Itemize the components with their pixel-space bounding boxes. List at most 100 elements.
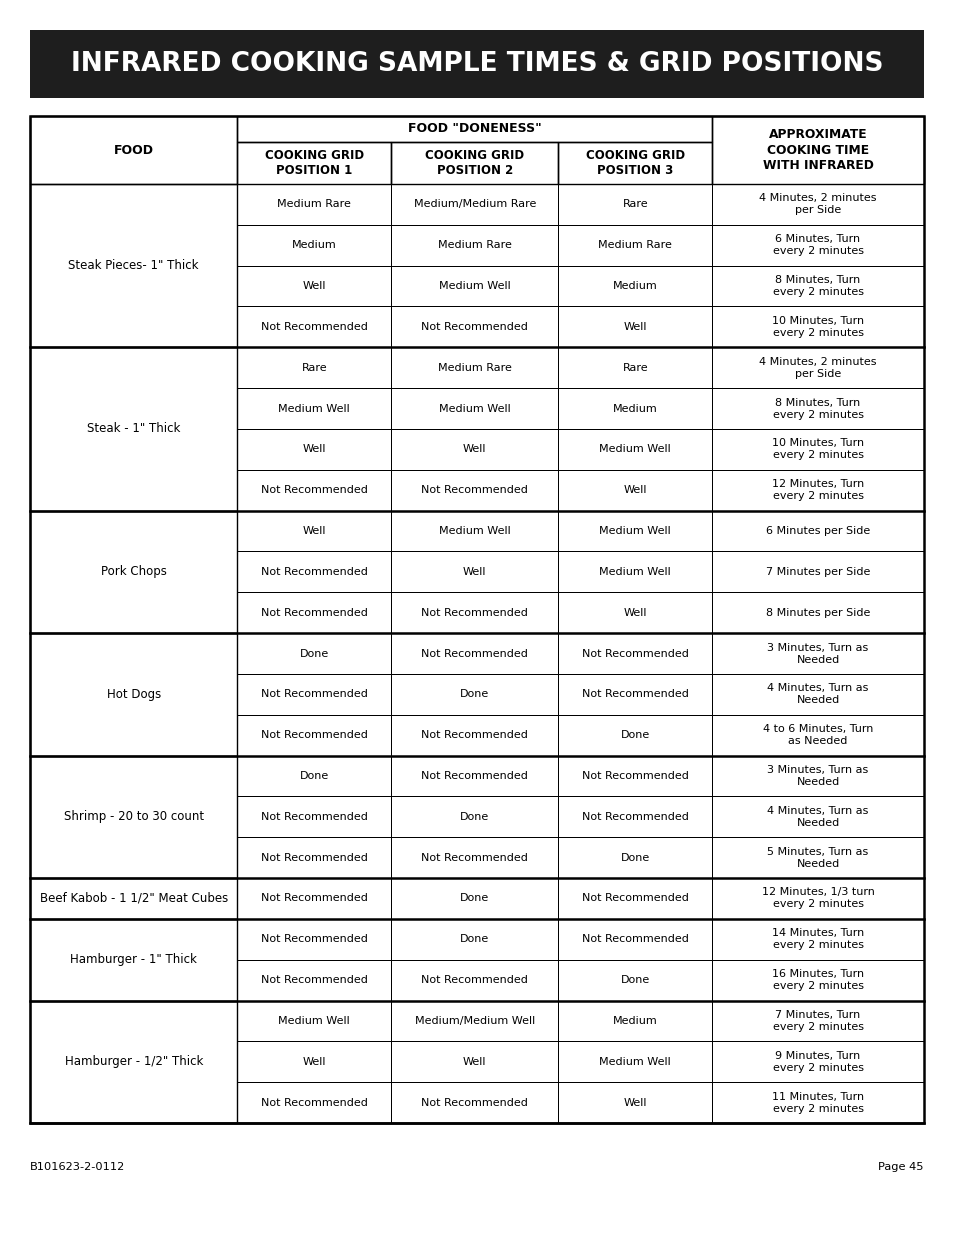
Bar <box>558 1041 711 1082</box>
Text: Rare: Rare <box>621 363 647 373</box>
Bar <box>558 552 711 593</box>
Bar <box>558 797 711 837</box>
Text: Shrimp - 20 to 30 count: Shrimp - 20 to 30 count <box>64 810 204 824</box>
Text: COOKING GRID
POSITION 2: COOKING GRID POSITION 2 <box>425 148 524 178</box>
Text: Not Recommended: Not Recommended <box>260 811 367 821</box>
Text: Not Recommended: Not Recommended <box>260 608 367 618</box>
Text: 10 Minutes, Turn
every 2 minutes: 10 Minutes, Turn every 2 minutes <box>771 316 863 338</box>
Bar <box>391 1000 558 1041</box>
Text: FOOD "DONENESS": FOOD "DONENESS" <box>408 122 541 136</box>
Text: Done: Done <box>620 976 649 986</box>
Bar <box>711 756 923 797</box>
Bar <box>558 634 711 674</box>
Bar <box>711 347 923 388</box>
Text: Not Recommended: Not Recommended <box>260 567 367 577</box>
Bar <box>711 1000 923 1041</box>
Bar <box>711 429 923 469</box>
Bar <box>711 960 923 1000</box>
Text: 7 Minutes, Turn
every 2 minutes: 7 Minutes, Turn every 2 minutes <box>772 1010 862 1032</box>
Bar <box>711 593 923 634</box>
Text: Not Recommended: Not Recommended <box>421 608 528 618</box>
Bar <box>391 469 558 510</box>
Bar <box>711 837 923 878</box>
Bar <box>391 347 558 388</box>
Bar <box>558 225 711 266</box>
Bar <box>711 552 923 593</box>
Text: Well: Well <box>302 445 326 454</box>
Bar <box>711 510 923 552</box>
Bar <box>391 225 558 266</box>
Bar <box>237 225 391 266</box>
Text: Well: Well <box>623 1098 646 1108</box>
Bar <box>558 469 711 510</box>
Bar <box>711 1041 923 1082</box>
Bar <box>558 510 711 552</box>
Text: 3 Minutes, Turn as
Needed: 3 Minutes, Turn as Needed <box>766 642 868 664</box>
Bar <box>391 388 558 429</box>
Bar <box>30 878 237 919</box>
Text: Medium Well: Medium Well <box>598 567 670 577</box>
Bar <box>237 593 391 634</box>
Text: Medium Well: Medium Well <box>598 526 670 536</box>
Bar <box>558 960 711 1000</box>
Text: Not Recommended: Not Recommended <box>260 852 367 862</box>
Text: Not Recommended: Not Recommended <box>421 485 528 495</box>
Text: Not Recommended: Not Recommended <box>421 976 528 986</box>
Text: Not Recommended: Not Recommended <box>260 893 367 904</box>
Text: 7 Minutes per Side: 7 Minutes per Side <box>765 567 869 577</box>
Bar <box>558 715 711 756</box>
Bar <box>558 878 711 919</box>
Text: Medium Rare: Medium Rare <box>437 241 511 251</box>
Bar <box>30 116 237 184</box>
Text: COOKING GRID
POSITION 3: COOKING GRID POSITION 3 <box>585 148 684 178</box>
Bar <box>30 30 923 98</box>
Bar <box>237 837 391 878</box>
Text: Done: Done <box>299 771 329 781</box>
Text: Not Recommended: Not Recommended <box>421 1098 528 1108</box>
Bar <box>558 142 711 184</box>
Bar <box>711 388 923 429</box>
Bar <box>558 266 711 306</box>
Bar <box>391 306 558 347</box>
Text: Not Recommended: Not Recommended <box>421 771 528 781</box>
Text: Steak - 1" Thick: Steak - 1" Thick <box>87 422 180 436</box>
Text: Medium Rare: Medium Rare <box>277 199 351 210</box>
Bar <box>391 429 558 469</box>
Bar <box>391 960 558 1000</box>
Text: Rare: Rare <box>621 199 647 210</box>
Bar <box>711 266 923 306</box>
Text: 6 Minutes per Side: 6 Minutes per Side <box>765 526 869 536</box>
Text: Hot Dogs: Hot Dogs <box>107 688 161 700</box>
Bar <box>237 1082 391 1123</box>
Bar <box>391 919 558 960</box>
Bar <box>237 469 391 510</box>
Bar <box>711 878 923 919</box>
Text: Medium Well: Medium Well <box>438 282 510 291</box>
Text: Not Recommended: Not Recommended <box>260 322 367 332</box>
Text: Not Recommended: Not Recommended <box>421 648 528 658</box>
Bar <box>558 756 711 797</box>
Bar <box>237 1000 391 1041</box>
Text: 5 Minutes, Turn as
Needed: 5 Minutes, Turn as Needed <box>766 847 868 868</box>
Bar <box>711 797 923 837</box>
Text: Done: Done <box>459 935 489 945</box>
Bar <box>237 960 391 1000</box>
Text: Rare: Rare <box>301 363 327 373</box>
Text: Well: Well <box>302 1057 326 1067</box>
Text: 16 Minutes, Turn
every 2 minutes: 16 Minutes, Turn every 2 minutes <box>771 969 863 992</box>
Bar <box>391 634 558 674</box>
Text: Well: Well <box>462 445 486 454</box>
Bar <box>711 674 923 715</box>
Text: Not Recommended: Not Recommended <box>260 689 367 699</box>
Bar <box>558 674 711 715</box>
Bar <box>391 1082 558 1123</box>
Bar <box>237 1041 391 1082</box>
Text: 8 Minutes, Turn
every 2 minutes: 8 Minutes, Turn every 2 minutes <box>772 275 862 298</box>
Text: Steak Pieces- 1" Thick: Steak Pieces- 1" Thick <box>69 259 199 272</box>
Text: Not Recommended: Not Recommended <box>421 852 528 862</box>
Bar <box>558 306 711 347</box>
Bar <box>391 756 558 797</box>
Text: Medium Well: Medium Well <box>598 445 670 454</box>
Text: Not Recommended: Not Recommended <box>581 648 688 658</box>
Bar <box>237 797 391 837</box>
